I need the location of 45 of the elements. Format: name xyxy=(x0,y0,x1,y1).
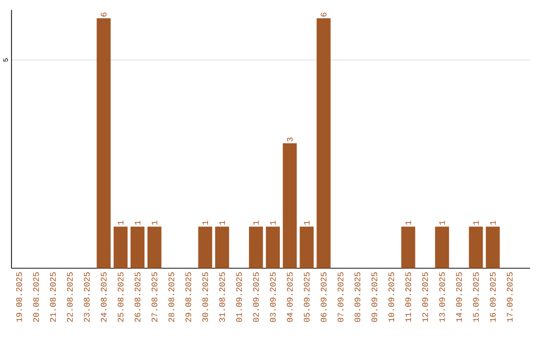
data-label: 1 xyxy=(473,220,479,225)
x-tick-label: 01.09.2025 xyxy=(236,272,242,322)
x-tick-label: 10.09.2025 xyxy=(388,272,394,322)
data-label: 6 xyxy=(100,12,107,16)
x-tick-label: 19.08.2025 xyxy=(16,272,22,322)
x-tick-label: 26.08.2025 xyxy=(134,272,140,322)
data-label: 1 xyxy=(270,220,276,225)
x-tick-label: 04.09.2025 xyxy=(286,272,293,322)
data-label: 1 xyxy=(219,220,225,225)
x-tick-label: 09.09.2025 xyxy=(372,272,378,322)
x-tick-label: 12.09.2025 xyxy=(422,272,428,322)
data-label: 1 xyxy=(439,220,445,225)
x-tick-label: 23.08.2025 xyxy=(84,272,90,322)
x-tick-label: 06.09.2025 xyxy=(320,272,326,322)
x-tick-label: 02.09.2025 xyxy=(253,272,259,322)
x-tick-label: 03.09.2025 xyxy=(270,272,276,322)
data-label: 1 xyxy=(304,220,310,225)
data-label: 3 xyxy=(286,138,293,142)
x-tick-label: 05.09.2025 xyxy=(304,272,310,322)
x-tick-label: 24.08.2025 xyxy=(100,272,107,322)
x-tick-label: 21.08.2025 xyxy=(50,272,56,322)
data-label: 1 xyxy=(202,220,208,225)
x-tick-label: 08.09.2025 xyxy=(354,272,360,322)
x-tick-label: 16.09.2025 xyxy=(490,272,496,322)
x-tick-label: 14.09.2025 xyxy=(456,272,462,322)
x-tick-label: 27.08.2025 xyxy=(152,272,158,322)
data-label: 6 xyxy=(320,12,326,16)
x-tick-label: 15.09.2025 xyxy=(473,272,479,322)
data-label: 1 xyxy=(152,220,158,225)
data-label: 1 xyxy=(490,220,496,225)
data-label: 1 xyxy=(253,220,259,225)
x-tick-label: 29.08.2025 xyxy=(185,272,192,322)
x-tick-label: 11.09.2025 xyxy=(405,272,412,322)
x-tick-label: 31.08.2025 xyxy=(219,272,225,322)
x-tick-label: 30.08.2025 xyxy=(202,272,208,322)
data-label: 1 xyxy=(118,220,124,225)
x-tick-label: 17.09.2025 xyxy=(506,272,513,322)
x-tick-label: 25.08.2025 xyxy=(118,272,124,322)
x-tick-label: 13.09.2025 xyxy=(439,272,445,322)
x-tick-label: 28.08.2025 xyxy=(168,272,174,322)
data-label: 1 xyxy=(134,220,140,225)
x-tick-label: 22.08.2025 xyxy=(66,272,73,322)
x-tick-label: 20.08.2025 xyxy=(33,272,39,322)
x-tick-label: 07.09.2025 xyxy=(338,272,344,322)
data-label: 1 xyxy=(405,220,411,225)
